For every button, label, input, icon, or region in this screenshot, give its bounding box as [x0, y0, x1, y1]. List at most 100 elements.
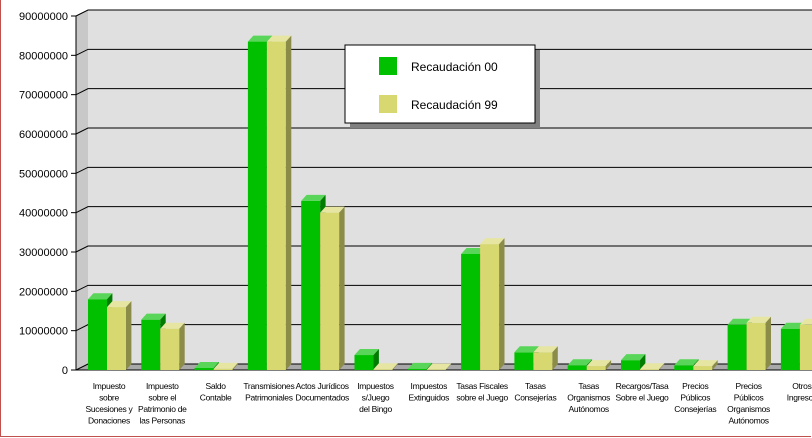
- x-tick-label-line: del Bingo: [359, 404, 392, 414]
- x-tick-label-line: las Personas: [140, 416, 186, 426]
- x-tick-label-line: Sucesiones y: [86, 404, 134, 414]
- bar-top-face: [533, 346, 558, 353]
- x-tick-label-line: Saldo: [205, 381, 226, 391]
- bar-recaudacion-99: [640, 369, 659, 370]
- legend-swatch: [379, 95, 397, 113]
- gridline: [75, 9, 812, 17]
- bar-top-face: [799, 318, 812, 325]
- bar-recaudacion-00: [461, 253, 481, 370]
- bar-top-face: [780, 322, 806, 329]
- x-tick-label-line: Precios: [735, 381, 761, 391]
- bar-side-face: [392, 363, 398, 370]
- x-tick-label: Precios Públicos Organismos Autónomos: [727, 381, 770, 426]
- legend-label: Recaudación 00: [411, 60, 498, 74]
- bar-side-face: [552, 346, 558, 370]
- bar-recaudacion-00: [674, 365, 694, 370]
- bar-side-face: [712, 360, 718, 370]
- bar-recaudacion-00: [301, 200, 321, 370]
- bar-recaudacion-00: [514, 352, 534, 370]
- bar-side-face: [659, 363, 665, 370]
- bar-recaudacion-00: [194, 368, 214, 370]
- bar-top-face: [640, 363, 665, 370]
- x-tick-label: Impuestos s/Juego del Bingo: [357, 381, 394, 414]
- bar-top-face: [746, 316, 771, 323]
- x-tick-label: Transmisiones Patrimoniales: [243, 381, 294, 403]
- bar-top-face: [373, 363, 398, 370]
- y-tick-label: 80000000: [19, 50, 68, 62]
- x-tick-label-line: Autónomos: [569, 404, 609, 414]
- bar-recaudacion-00: [407, 368, 427, 370]
- bar-recaudacion-99: [320, 212, 340, 370]
- y-tick-label: 30000000: [19, 247, 68, 259]
- bar-side-face: [640, 354, 646, 370]
- x-tick-label-line: Públicos: [680, 393, 710, 403]
- x-tick-label-line: Sobre el Juego: [616, 393, 670, 403]
- x-tick-label-line: Consejerías: [514, 393, 556, 403]
- bar-top-face: [674, 359, 699, 366]
- bar-recaudacion-00: [247, 41, 267, 371]
- gridline: [75, 166, 812, 174]
- bar-recaudacion-99: [746, 322, 766, 370]
- y-tick-label: 70000000: [19, 90, 68, 102]
- x-tick-label-line: Documentados: [295, 393, 349, 403]
- x-tick-label: Actos Jurídicos Documentados: [295, 381, 349, 403]
- bar-top-face: [266, 35, 292, 42]
- x-tick-label-line: Consejerías: [674, 404, 716, 414]
- bar-top-face: [141, 313, 166, 320]
- bar-recaudacion-99: [213, 368, 233, 370]
- bar-top-face: [354, 349, 379, 356]
- bar-top-face: [586, 360, 612, 367]
- bar-side-face: [445, 363, 452, 370]
- bar-top-face: [480, 238, 505, 245]
- x-tick-label-line: Ingresos: [787, 393, 812, 403]
- gridline: [75, 284, 812, 292]
- x-tick-label-line: Patrimoniales: [245, 393, 293, 403]
- gridline: [75, 206, 812, 214]
- bar-recaudacion-99: [799, 324, 812, 370]
- bar-top-face: [621, 354, 646, 361]
- x-tick-label: Impuesto sobre el Patrimonio de las Persona…: [138, 381, 187, 426]
- bar-top-face: [727, 318, 752, 325]
- x-tick-label-line: Patrimonio de: [138, 404, 187, 414]
- x-tick-label-line: Organismos: [567, 393, 610, 403]
- x-tick-label-line: Transmisiones: [243, 381, 294, 391]
- bar-recaudacion-99: [693, 366, 713, 370]
- bar-recaudacion-00: [621, 360, 640, 370]
- x-tick-label: Impuesto sobre Sucesiones y Donaciones: [86, 381, 134, 426]
- x-tick-label-line: Impuesto: [93, 381, 126, 391]
- bar-recaudacion-99: [533, 352, 553, 370]
- bar-side-face: [339, 206, 345, 370]
- x-tick-label: Tasas Consejerías: [514, 381, 556, 403]
- x-tick-label-line: Impuestos: [357, 381, 394, 391]
- x-tick-label-line: Contable: [200, 393, 232, 403]
- bar-side-face: [126, 301, 132, 370]
- x-tick-label-line: Autónomos: [728, 416, 768, 426]
- x-tick-label-line: Tasas Fiscales: [456, 381, 508, 391]
- x-tick-label-line: Impuesto: [146, 381, 179, 391]
- bar-top-face: [194, 362, 219, 369]
- bar-recaudacion-99: [266, 41, 286, 371]
- x-tick-label-line: Impuestos: [411, 381, 448, 391]
- bar-top-face: [301, 194, 326, 201]
- legend-box: [344, 44, 536, 124]
- bar-top-face: [247, 35, 273, 42]
- x-tick-label: Tasas Fiscales sobre el Juego: [456, 381, 508, 403]
- x-tick-label-line: Precios: [682, 381, 708, 391]
- x-tick-label-line: Donaciones: [88, 416, 130, 426]
- x-tick-label: Tasas Organismos Autónomos: [567, 381, 610, 414]
- x-tick-label-line: Tasas: [578, 381, 599, 391]
- x-tick-label-line: Otros: [792, 381, 811, 391]
- bar-recaudacion-99: [160, 328, 180, 370]
- bar-top-face: [107, 301, 132, 308]
- bar-recaudacion-99: [107, 307, 126, 370]
- bar-side-face: [285, 35, 292, 371]
- x-tick-label-line: Públicos: [734, 393, 764, 403]
- legend-label: Recaudación 99: [411, 98, 498, 112]
- bar-side-face: [605, 360, 612, 370]
- bar-recaudacion-99: [373, 369, 393, 370]
- bar-top-face: [693, 360, 718, 367]
- gridline: [75, 127, 812, 135]
- y-tick-label: 40000000: [19, 208, 68, 220]
